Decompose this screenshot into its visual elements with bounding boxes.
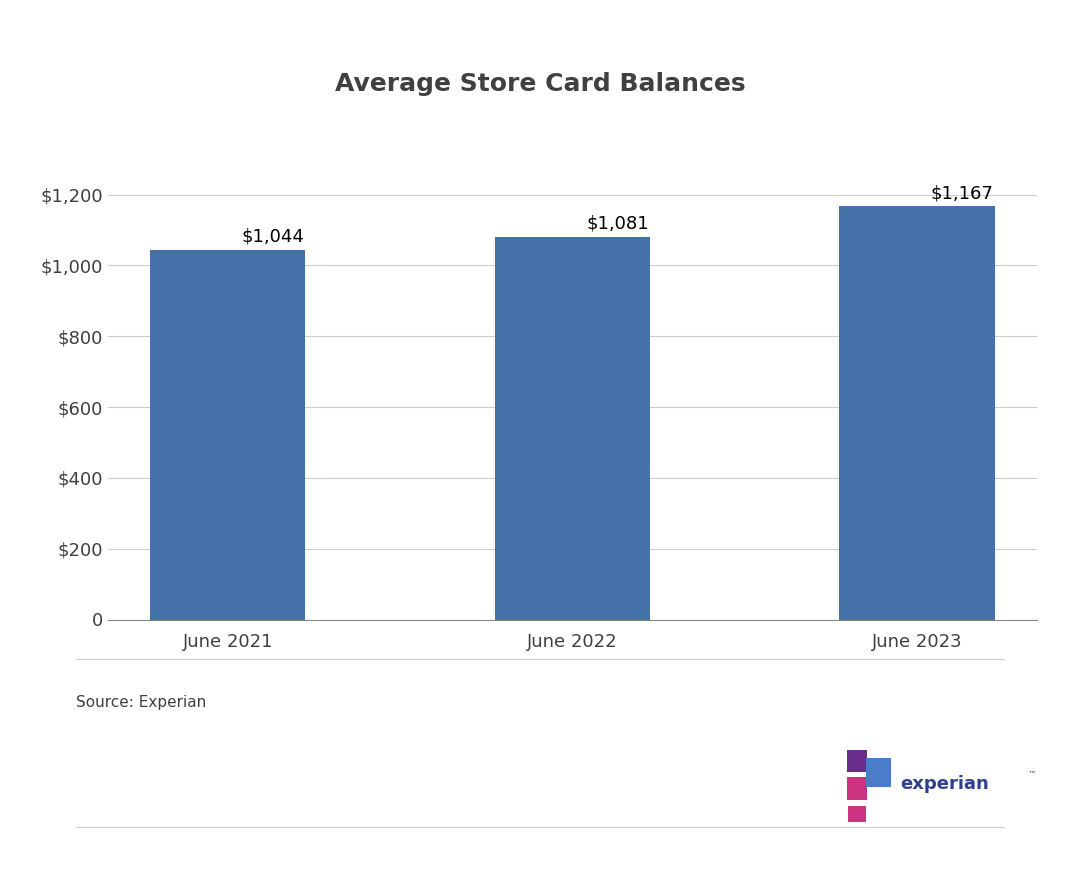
FancyBboxPatch shape (866, 758, 891, 787)
Bar (495, 237, 650, 620)
Bar (839, 206, 995, 620)
Bar (150, 250, 306, 620)
FancyBboxPatch shape (847, 750, 866, 773)
FancyBboxPatch shape (847, 777, 866, 799)
Text: $1,167: $1,167 (931, 184, 994, 202)
Text: ™: ™ (1028, 770, 1037, 780)
Text: experian: experian (901, 774, 989, 793)
Text: Source: Experian: Source: Experian (76, 695, 206, 710)
Text: $1,081: $1,081 (586, 214, 649, 233)
FancyBboxPatch shape (848, 806, 866, 822)
Text: Average Store Card Balances: Average Store Card Balances (335, 72, 745, 96)
Text: $1,044: $1,044 (242, 227, 305, 246)
